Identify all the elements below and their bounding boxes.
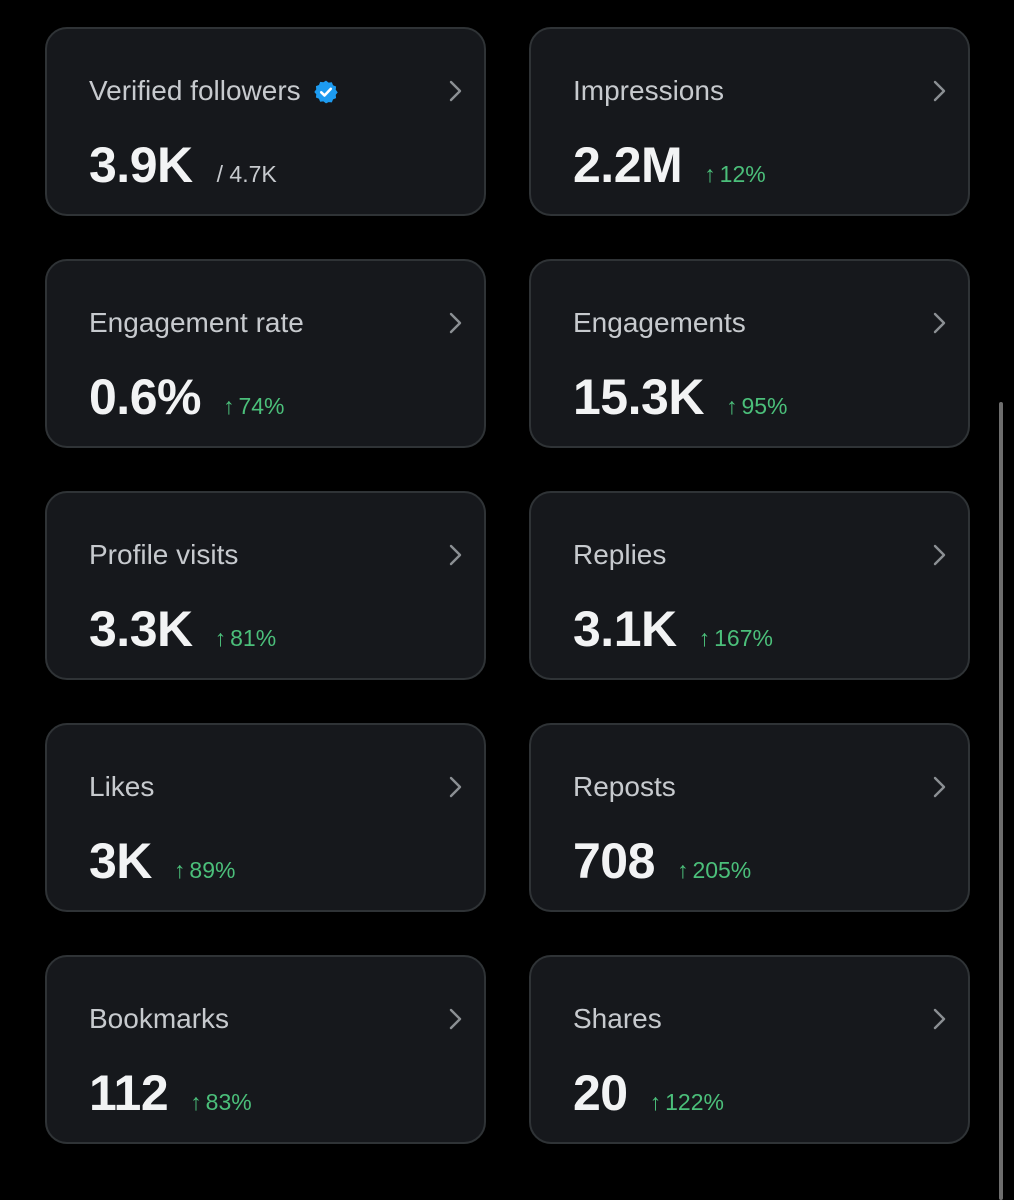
arrow-up-icon: ↑: [649, 1089, 662, 1115]
metric-change: ↑ 95%: [726, 393, 788, 420]
metric-value: 15.3K: [573, 369, 704, 425]
metric-label: Replies: [573, 537, 666, 573]
chevron-right-icon: [932, 775, 948, 799]
metric-label-text: Verified followers: [89, 75, 301, 106]
metric-value: 0.6%: [89, 369, 201, 425]
metric-change: ↑ 74%: [223, 393, 285, 420]
chevron-right-icon: [932, 1007, 948, 1031]
metric-value-row: 2.2M ↑ 12%: [573, 137, 766, 193]
metric-label: Impressions: [573, 73, 724, 109]
metric-change: ↑ 167%: [699, 625, 773, 652]
metric-change-percent: 205%: [692, 857, 752, 883]
metric-value: 20: [573, 1065, 628, 1121]
metric-change: ↑ 12%: [704, 161, 766, 188]
metric-change-percent: 122%: [665, 1089, 724, 1115]
arrow-up-icon: ↑: [173, 857, 186, 883]
metric-change: ↑ 83%: [190, 1089, 252, 1116]
metric-value-row: 3K ↑ 89%: [89, 833, 235, 889]
metric-label: Verified followers: [89, 73, 339, 109]
metric-change-percent: 74%: [238, 393, 285, 419]
metric-change-percent: 89%: [189, 857, 236, 883]
arrow-up-icon: ↑: [190, 1089, 202, 1115]
metric-value-row: 708 ↑ 205%: [573, 833, 751, 889]
metric-change-percent: 81%: [230, 625, 277, 651]
chevron-right-icon: [448, 1007, 464, 1031]
metric-value-row: 15.3K ↑ 95%: [573, 369, 787, 425]
metric-change-percent: 12%: [719, 161, 766, 187]
metric-card-engagement-rate[interactable]: Engagement rate 0.6% ↑ 74%: [45, 259, 486, 448]
chevron-right-icon: [448, 775, 464, 799]
metric-label-text: Likes: [89, 771, 155, 802]
chevron-right-icon: [932, 311, 948, 335]
arrow-up-icon: ↑: [725, 393, 738, 419]
metric-label-text: Engagement rate: [89, 307, 304, 338]
chevron-right-icon: [448, 543, 464, 567]
metric-card-reposts[interactable]: Reposts 708 ↑ 205%: [529, 723, 970, 912]
metric-label-text: Impressions: [573, 75, 724, 106]
arrow-up-icon: ↑: [222, 393, 235, 419]
chevron-right-icon: [932, 543, 948, 567]
metric-label: Likes: [89, 769, 154, 805]
metric-label: Bookmarks: [89, 1001, 229, 1037]
metric-label-text: Shares: [573, 1003, 662, 1034]
metric-value-row: 3.9K / 4.7K: [89, 137, 277, 193]
metric-value-row: 112 ↑ 83%: [89, 1065, 252, 1121]
metric-value: 3K: [89, 833, 152, 889]
metric-label-text: Profile visits: [89, 539, 239, 570]
vertical-scrollbar[interactable]: [999, 402, 1003, 1200]
metric-total: / 4.7K: [216, 161, 277, 187]
metric-change: ↑ 89%: [174, 857, 236, 884]
metric-value-row: 3.3K ↑ 81%: [89, 601, 276, 657]
metric-card-profile-visits[interactable]: Profile visits 3.3K ↑ 81%: [45, 491, 486, 680]
metric-card-bookmarks[interactable]: Bookmarks 112 ↑ 83%: [45, 955, 486, 1144]
metric-card-replies[interactable]: Replies 3.1K ↑ 167%: [529, 491, 970, 680]
metric-change-percent: 83%: [205, 1089, 252, 1115]
verified-badge-icon: [313, 78, 339, 104]
analytics-metrics-grid: Verified followers 3.9K / 4.7K Impressio…: [45, 27, 970, 1144]
chevron-right-icon: [448, 311, 464, 335]
metric-value: 3.3K: [89, 601, 193, 657]
metric-label: Profile visits: [89, 537, 238, 573]
metric-value: 708: [573, 833, 655, 889]
arrow-up-icon: ↑: [214, 625, 227, 651]
metric-label: Engagements: [573, 305, 746, 341]
metric-card-shares[interactable]: Shares 20 ↑ 122%: [529, 955, 970, 1144]
metric-value-row: 0.6% ↑ 74%: [89, 369, 285, 425]
metric-label-text: Engagements: [573, 307, 746, 338]
chevron-right-icon: [932, 79, 948, 103]
chevron-right-icon: [448, 79, 464, 103]
metric-change: ↑ 205%: [677, 857, 751, 884]
metric-card-engagements[interactable]: Engagements 15.3K ↑ 95%: [529, 259, 970, 448]
metric-label-text: Replies: [573, 539, 667, 570]
metric-change-percent: 167%: [714, 625, 773, 651]
metric-card-verified-followers[interactable]: Verified followers 3.9K / 4.7K: [45, 27, 486, 216]
metric-change: ↑ 81%: [215, 625, 277, 652]
metric-change-percent: 95%: [741, 393, 788, 419]
metric-change: ↑ 122%: [650, 1089, 724, 1116]
metric-value: 2.2M: [573, 137, 683, 193]
metric-label: Shares: [573, 1001, 662, 1037]
arrow-up-icon: ↑: [676, 857, 689, 883]
metric-label-text: Reposts: [573, 771, 676, 802]
arrow-up-icon: ↑: [704, 161, 716, 187]
metric-value-row: 3.1K ↑ 167%: [573, 601, 773, 657]
metric-value-row: 20 ↑ 122%: [573, 1065, 724, 1121]
metric-card-impressions[interactable]: Impressions 2.2M ↑ 12%: [529, 27, 970, 216]
metric-value: 112: [89, 1065, 169, 1121]
metric-label: Engagement rate: [89, 305, 304, 341]
metric-label: Reposts: [573, 769, 676, 805]
metric-value: 3.9K: [89, 137, 193, 193]
arrow-up-icon: ↑: [698, 625, 711, 651]
metric-card-likes[interactable]: Likes 3K ↑ 89%: [45, 723, 486, 912]
metric-label-text: Bookmarks: [89, 1003, 230, 1034]
metric-value: 3.1K: [573, 601, 677, 657]
